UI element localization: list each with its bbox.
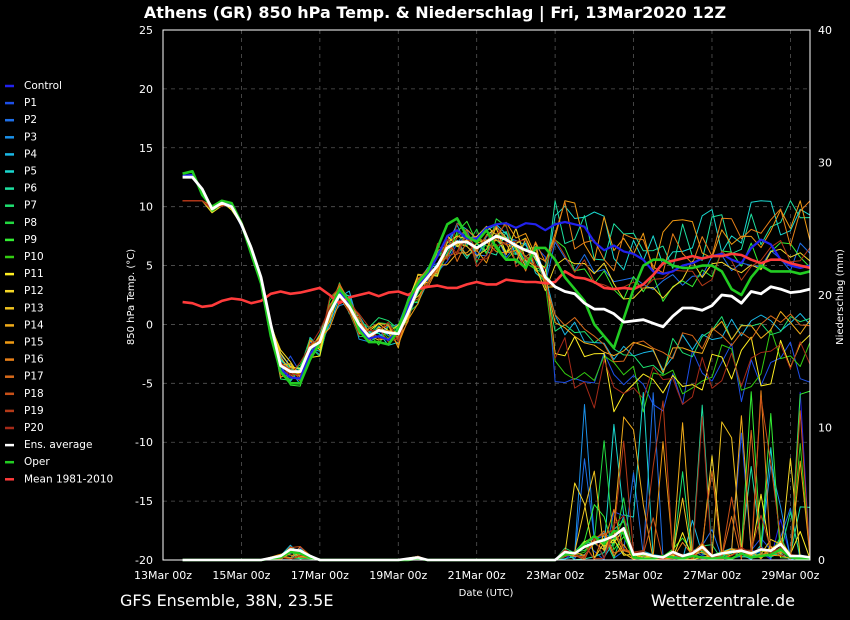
legend-label: P20 (24, 422, 44, 434)
member-precip-20 (182, 416, 811, 561)
x-tick-label: 29Mar 00z (761, 569, 819, 582)
legend-label: P10 (24, 251, 44, 263)
mean-1981-2010-line (182, 252, 811, 309)
x-tick-label: 13Mar 00z (134, 569, 192, 582)
legend-label: P12 (24, 285, 44, 297)
legend-label: P2 (24, 114, 37, 126)
legend-label: Mean 1981-2010 (24, 473, 113, 485)
member-series (182, 200, 811, 413)
member-precip-19 (182, 400, 811, 561)
legend: Control P1 P2 P3 P4 P5 P6 P7 P8 P9 P10 P11 P12 P13 P14… (5, 80, 113, 485)
y2-tick-label: 10 (818, 422, 832, 435)
legend-label: P18 (24, 388, 44, 400)
main-series (182, 170, 811, 562)
x-tick-label: 15Mar 00z (212, 569, 270, 582)
legend-label: Oper (24, 456, 50, 468)
x-tick-label: 25Mar 00z (605, 569, 663, 582)
member-line-p11 (182, 200, 811, 413)
y-tick-label: 10 (139, 201, 153, 214)
legend-label: P11 (24, 268, 44, 280)
legend-label: P6 (24, 183, 37, 195)
y2-tick-label: 30 (818, 157, 832, 170)
member-line-p1 (182, 200, 811, 412)
legend-label: Ens. average (24, 439, 92, 451)
legend-label: P5 (24, 166, 37, 178)
member-precip-7 (182, 471, 811, 561)
x-tick-label: 17Mar 00z (291, 569, 349, 582)
legend-label: P1 (24, 97, 37, 109)
legend-label: P13 (24, 302, 44, 314)
ens-average-precip-line (182, 526, 811, 562)
legend-label: P8 (24, 217, 37, 229)
y-tick-label: 0 (146, 318, 153, 331)
member-precip-3 (182, 404, 811, 561)
member-precip-6 (182, 404, 811, 561)
footer-site: Wetterzentrale.de (651, 591, 795, 610)
member-precip-14 (182, 415, 811, 561)
y2-tick-label: 0 (818, 554, 825, 567)
ens-average-line (182, 175, 811, 374)
y2-tick-label: 20 (818, 289, 832, 302)
y-tick-label: -15 (135, 495, 153, 508)
member-line-p14 (182, 200, 811, 375)
member-precip-2 (182, 392, 811, 561)
x-tick-label: 19Mar 00z (369, 569, 427, 582)
member-precip-9 (182, 390, 811, 561)
y2-tick-label: 40 (818, 24, 832, 37)
legend-label: P16 (24, 354, 44, 366)
legend-label: P3 (24, 131, 37, 143)
oper-line (182, 170, 811, 385)
member-precip-18 (182, 397, 811, 561)
x-axis-label: Date (UTC) (459, 588, 514, 599)
plot-area-frame (162, 29, 811, 561)
y-tick-label: -20 (135, 554, 153, 567)
y-tick-label: 20 (139, 83, 153, 96)
member-precip-5 (182, 392, 811, 561)
y-tick-label: 5 (146, 260, 153, 273)
member-precip-16 (182, 390, 811, 561)
member-line-p10 (182, 200, 811, 413)
legend-label: P9 (24, 234, 37, 246)
legend-label: P4 (24, 148, 37, 160)
legend-label: Control (24, 80, 62, 92)
x-tick-label: 23Mar 00z (526, 569, 584, 582)
legend-label: P7 (24, 200, 37, 212)
x-tick-label: 27Mar 00z (683, 569, 741, 582)
y-tick-label: 25 (139, 24, 153, 37)
legend-label: P14 (24, 319, 44, 331)
member-line-p6 (182, 200, 811, 369)
precipitation-series (182, 390, 811, 561)
y-tick-label: 15 (139, 142, 153, 155)
y2-axis-label: Niederschlag (mm) (835, 249, 846, 345)
y-axis-label: 850 hPa Temp. (°C) (126, 249, 137, 345)
member-precip-0 (182, 391, 811, 561)
y-tick-label: -10 (135, 436, 153, 449)
footer-source: GFS Ensemble, 38N, 23.5E (120, 591, 333, 610)
legend-label: P19 (24, 405, 44, 417)
y-tick-label: -5 (142, 377, 153, 390)
axis-ticks: 25 20 15 10 5 0 -5 -10 -15 -20 40 30 20 10 0 13Mar 00z 1… (134, 24, 832, 582)
chart-title: Athens (GR) 850 hPa Temp. & Niederschlag… (144, 3, 726, 23)
member-line-p17 (182, 200, 811, 377)
member-line-p20 (182, 200, 811, 409)
legend-label: P17 (24, 371, 44, 383)
legend-label: P15 (24, 337, 44, 349)
x-tick-label: 21Mar 00z (448, 569, 506, 582)
